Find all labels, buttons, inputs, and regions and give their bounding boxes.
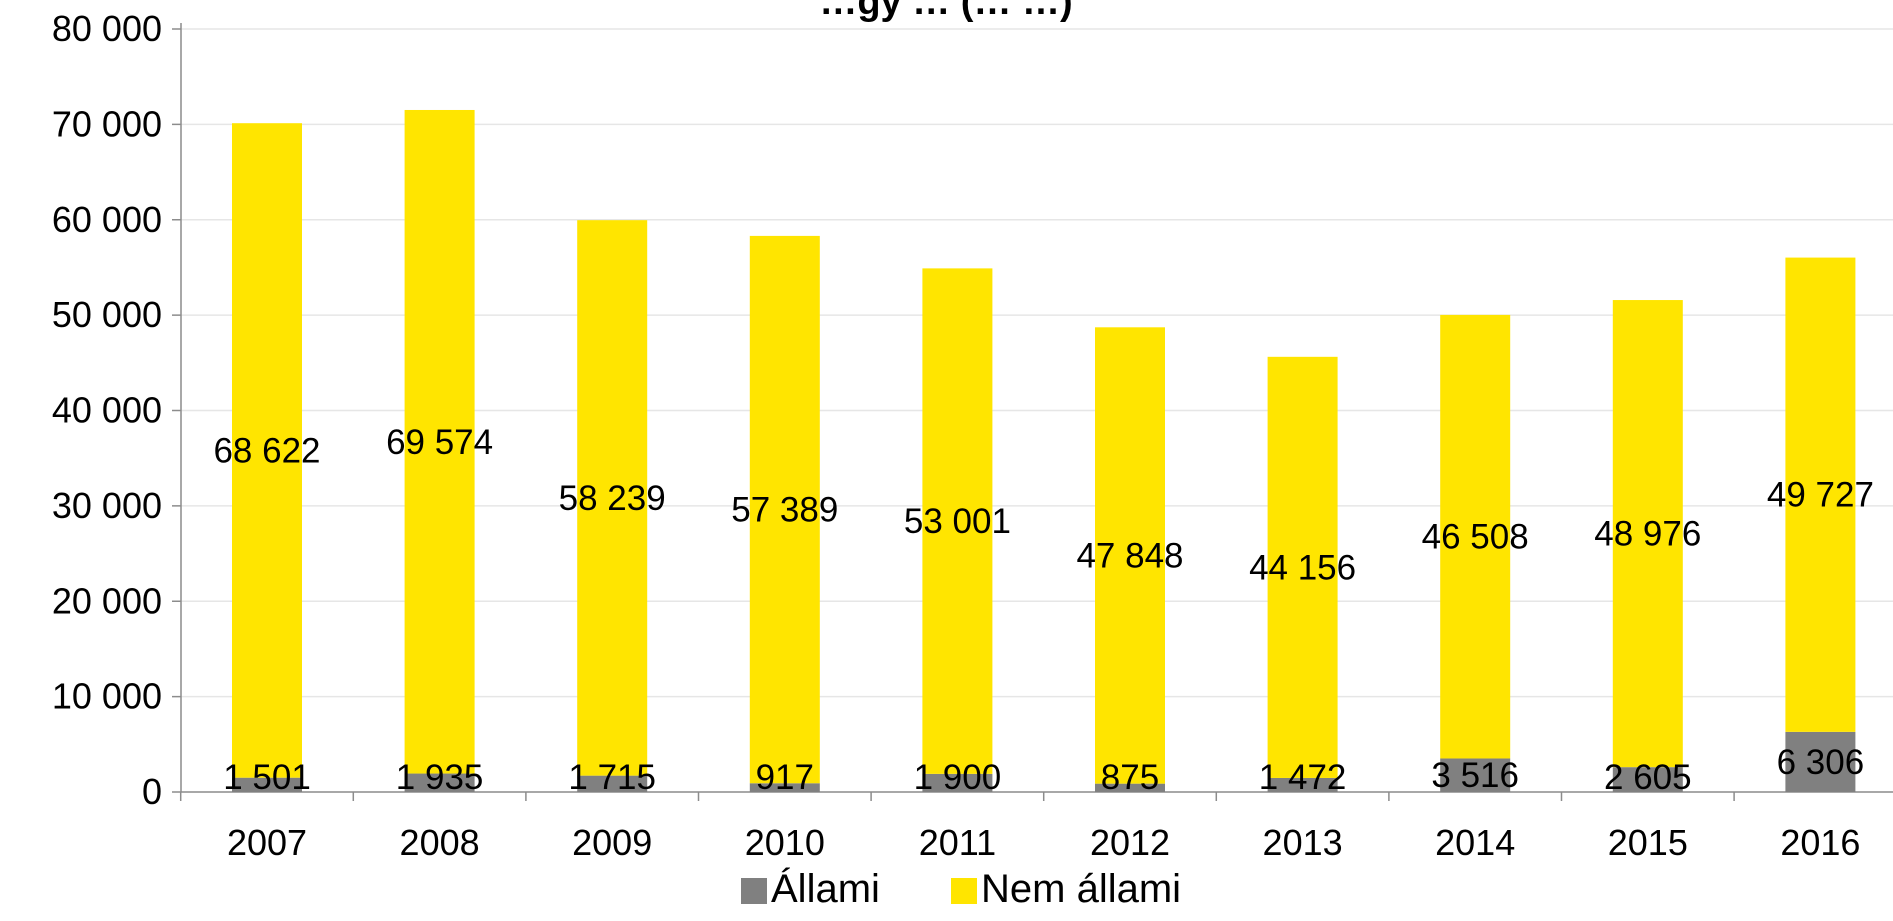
x-tick-label: 2015 <box>1608 822 1688 863</box>
x-tick-label: 2008 <box>400 822 480 863</box>
y-tick-label: 0 <box>142 771 162 812</box>
data-label-nem-allami: 44 156 <box>1249 548 1356 587</box>
bar-allami <box>232 777 302 792</box>
data-label-allami: 1 501 <box>223 758 311 797</box>
bar-nem-allami <box>1095 327 1165 784</box>
data-label-allami: 3 516 <box>1431 756 1519 795</box>
data-label-allami: 2 605 <box>1604 758 1692 797</box>
data-label-allami: 1 900 <box>914 758 1002 797</box>
legend: Állami Nem állami <box>741 866 1181 911</box>
data-label-nem-allami: 47 848 <box>1076 536 1183 575</box>
data-label-nem-allami: 46 508 <box>1422 518 1529 557</box>
bar-allami <box>1785 731 1856 792</box>
y-tick-label: 60 000 <box>52 199 162 240</box>
bar-nem-allami <box>1612 300 1683 768</box>
y-tick-label: 40 000 <box>52 390 162 431</box>
chart-title: …gy … (… …) <box>819 0 1072 23</box>
data-label-allami: 917 <box>756 758 814 797</box>
data-label-allami: 1 472 <box>1259 758 1347 797</box>
legend-label: Nem állami <box>981 867 1181 911</box>
bar-nem-allami <box>1267 356 1338 778</box>
bar-allami <box>404 773 475 792</box>
bar-layer <box>232 109 1856 792</box>
bar-nem-allami <box>1785 257 1856 732</box>
x-tick-label: 2016 <box>1780 822 1860 863</box>
bar-allami <box>577 775 648 792</box>
data-label-nem-allami: 53 001 <box>904 502 1011 541</box>
data-label-layer: 1 501 68 622 1 935 69 574 1 715 58 239 917 57 3… <box>213 423 1873 797</box>
bar-nem-allami <box>749 235 820 784</box>
legend-label: Állami <box>771 866 880 911</box>
data-label-nem-allami: 69 574 <box>386 423 493 462</box>
legend-swatch <box>951 878 977 904</box>
bar-allami <box>922 773 993 792</box>
data-label-nem-allami: 58 239 <box>559 479 666 518</box>
x-tick-label: 2012 <box>1090 822 1170 863</box>
data-label-allami: 6 306 <box>1777 743 1865 782</box>
bar-nem-allami <box>577 220 648 776</box>
y-tick-label: 30 000 <box>52 485 162 526</box>
bar-nem-allami <box>1440 314 1511 759</box>
bar-allami <box>1095 783 1165 792</box>
bar-nem-allami <box>404 109 475 774</box>
y-tick-label: 80 000 <box>52 8 162 49</box>
x-tick-label: 2013 <box>1263 822 1343 863</box>
data-label-nem-allami: 49 727 <box>1767 476 1874 515</box>
x-tick-label: 2007 <box>227 822 307 863</box>
y-tick-label: 10 000 <box>52 676 162 717</box>
axis-layer: 0 10 000 20 000 30 000 40 000 50 000 60 000 70 … <box>52 8 1893 863</box>
bar-nem-allami <box>922 268 993 774</box>
y-tick-label: 70 000 <box>52 103 162 144</box>
data-label-allami: 1 715 <box>568 758 656 797</box>
y-tick-label: 20 000 <box>52 580 162 621</box>
legend-swatch <box>741 878 767 904</box>
bar-allami <box>749 783 820 792</box>
data-label-nem-allami: 48 976 <box>1594 515 1701 554</box>
data-label-nem-allami: 57 389 <box>731 491 838 530</box>
x-tick-label: 2010 <box>745 822 825 863</box>
y-tick-label: 50 000 <box>52 294 162 335</box>
data-label-allami: 875 <box>1101 758 1159 797</box>
x-tick-label: 2011 <box>919 822 996 863</box>
bar-nem-allami <box>232 123 302 778</box>
bar-allami <box>1612 767 1683 792</box>
data-label-nem-allami: 68 622 <box>213 431 320 470</box>
x-tick-label: 2014 <box>1435 822 1515 863</box>
x-tick-label: 2009 <box>572 822 652 863</box>
bar-allami <box>1267 777 1338 792</box>
bar-allami <box>1440 758 1511 792</box>
data-label-allami: 1 935 <box>396 758 484 797</box>
